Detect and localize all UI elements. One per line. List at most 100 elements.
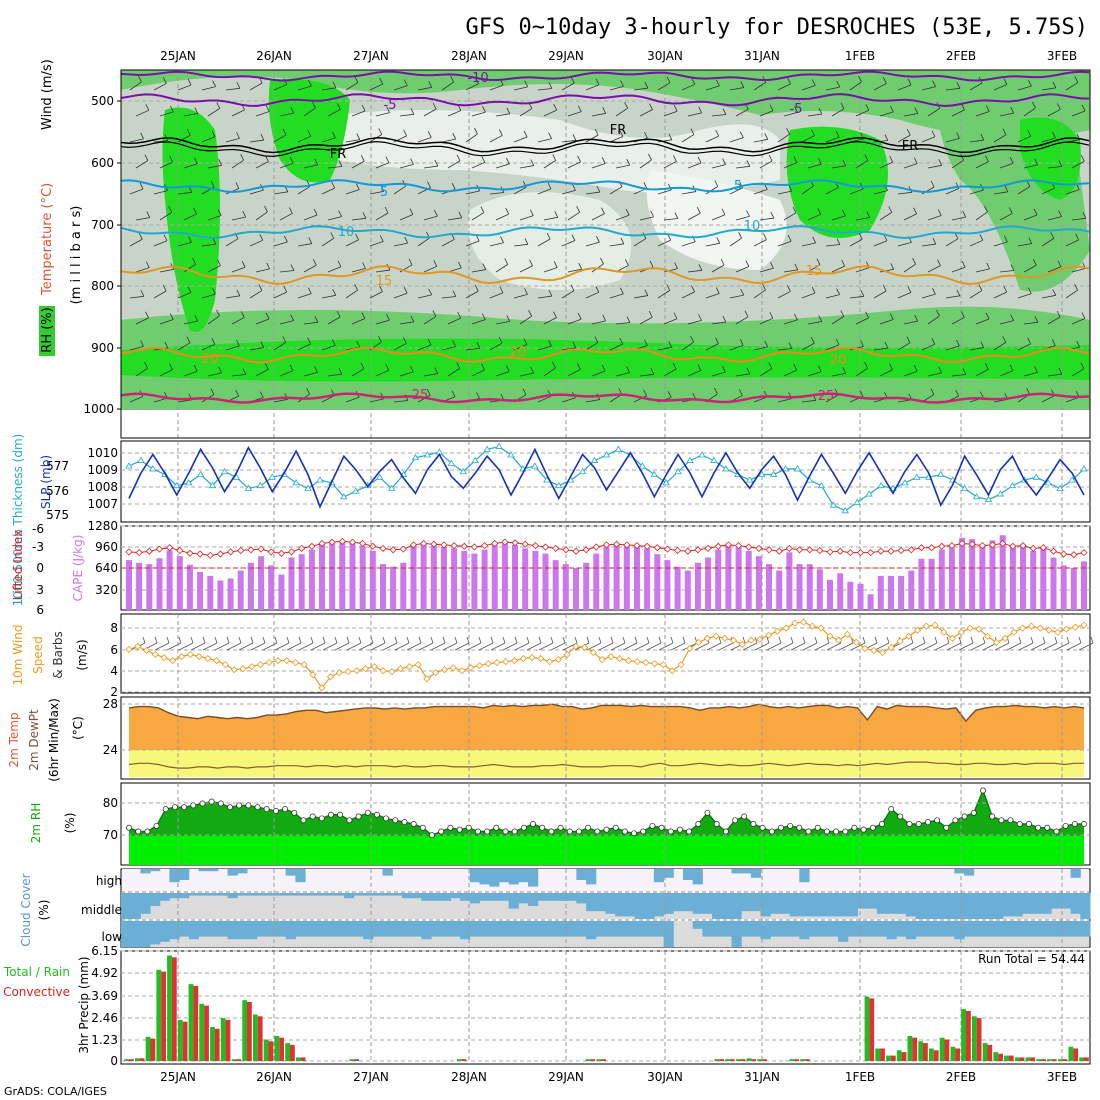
wind-barb <box>591 320 606 325</box>
wind-barb <box>753 138 768 143</box>
wind-barb <box>825 187 839 195</box>
wind10-barb <box>346 642 362 651</box>
wind-barb-feather <box>763 233 767 240</box>
wind-barb-feather <box>932 237 937 245</box>
wind-barb <box>687 269 702 273</box>
li-series-point <box>613 540 621 548</box>
wind10-series-point <box>554 656 562 664</box>
wind-barb-feather <box>626 366 630 373</box>
wind-barb <box>705 85 720 91</box>
wind10-barb-feather <box>910 636 914 644</box>
cloud-bar-low <box>925 921 936 937</box>
wind-barb <box>897 134 911 143</box>
tick-label: 900 <box>91 341 114 355</box>
wind-barb <box>465 83 479 91</box>
rh2m-fill <box>129 790 1084 836</box>
wind10-series-point <box>677 661 685 669</box>
wind10-barb-feather <box>142 636 146 644</box>
cloud-bar-middle <box>644 893 655 919</box>
wind-barb <box>855 160 869 169</box>
precip-panel: 6.154.923.692.461.230 <box>91 944 1090 1068</box>
rh2m-point <box>677 826 683 833</box>
wind-barb <box>903 320 918 325</box>
rh2m-point <box>686 828 693 835</box>
rh2m-point <box>217 800 224 807</box>
wind-barb <box>513 86 528 91</box>
thickness-series-point <box>1008 481 1017 489</box>
wind-barb <box>807 371 822 377</box>
cloud-bar-low <box>208 921 219 937</box>
wind-barb-feather <box>794 106 798 113</box>
wind-barb-feather <box>498 336 503 344</box>
rh2m-point <box>658 824 665 831</box>
contour-plus5 <box>121 179 1090 194</box>
wind10-barb <box>238 642 254 651</box>
wind10-barb-feather <box>1090 636 1094 644</box>
precip-convective-bar <box>729 1059 735 1061</box>
wind-barb-feather <box>786 127 790 135</box>
wind10-series-point <box>1045 626 1053 634</box>
wind-barb-feather <box>577 313 582 320</box>
wind-barb <box>1071 110 1086 117</box>
wind10-barb-feather <box>514 636 518 644</box>
precip-total-bar <box>993 1052 999 1061</box>
wind-barb-feather <box>480 206 485 213</box>
wind-barb <box>879 161 893 169</box>
cloud-bar-low <box>770 921 781 937</box>
wind-barb <box>801 292 816 299</box>
wind-barb-feather <box>1004 235 1008 243</box>
wind-barb-feather <box>482 105 486 113</box>
wind10-barb-feather <box>178 636 182 644</box>
temp2m-fill <box>129 704 1084 750</box>
cloud-bar-low <box>295 921 306 937</box>
wind-barb <box>585 291 599 299</box>
wind-barb-feather <box>409 208 414 215</box>
wind-barb-feather <box>666 76 671 83</box>
wind10-series-point <box>843 630 852 638</box>
wind-barb-feather <box>572 184 576 191</box>
li-series-point <box>481 542 489 550</box>
wind10-series-point <box>572 642 580 650</box>
wind-barb <box>399 113 414 117</box>
wind-barb <box>759 217 774 221</box>
wind-barb <box>945 137 960 143</box>
wind-barb-feather <box>236 82 241 89</box>
cloud-bar-low <box>479 921 490 937</box>
wind-barb <box>321 238 334 247</box>
wind-barb-feather <box>1010 314 1014 321</box>
rh-fill-white <box>468 192 632 290</box>
li-series-point <box>978 542 986 550</box>
wind-barb-feather <box>596 185 601 193</box>
cloud-bar-middle <box>411 893 422 899</box>
wind-barb-feather <box>1032 101 1036 109</box>
precip-total-bar <box>231 1059 237 1061</box>
wind-barb <box>897 241 912 247</box>
cloud-bar-middle <box>605 893 616 914</box>
wind-barb <box>609 186 623 195</box>
wind-barb-feather <box>836 288 840 295</box>
wind-barb <box>393 85 408 91</box>
wind-barb-feather <box>770 211 775 219</box>
cloud-bar-low <box>314 921 325 937</box>
cloud-bar-low <box>692 921 703 929</box>
li-series-point <box>460 542 468 550</box>
wind10-barb-feather <box>334 636 338 644</box>
wind10-barb <box>706 642 722 651</box>
wind10-barb <box>670 642 686 651</box>
wind-barb <box>423 215 438 221</box>
wind-barb <box>561 189 576 195</box>
li-series-point <box>348 538 357 546</box>
wind-barb <box>159 369 173 377</box>
cloud-bar-middle <box>634 893 645 919</box>
wind-barb-feather <box>696 207 701 214</box>
cloud-bar-middle <box>1022 893 1033 914</box>
wind-barb-feather <box>1050 232 1055 239</box>
wind10-barb-feather <box>406 636 410 644</box>
cloud-bar-high <box>576 869 587 880</box>
wind-barb-feather <box>524 80 528 88</box>
wind-barb <box>687 112 702 117</box>
wind-barb-feather <box>427 131 432 138</box>
li-series-point <box>785 544 793 552</box>
wind-barb-feather <box>835 338 840 345</box>
wind-barb-feather <box>860 290 865 297</box>
